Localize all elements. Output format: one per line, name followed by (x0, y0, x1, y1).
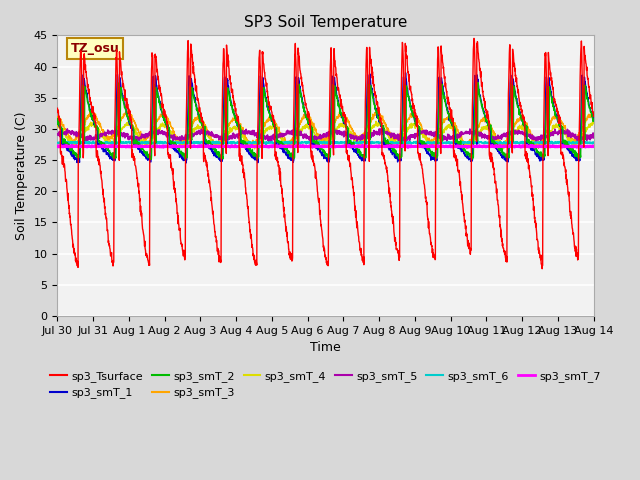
X-axis label: Time: Time (310, 341, 341, 354)
Title: SP3 Soil Temperature: SP3 Soil Temperature (244, 15, 407, 30)
Y-axis label: Soil Temperature (C): Soil Temperature (C) (15, 111, 28, 240)
Legend: sp3_Tsurface, sp3_smT_1, sp3_smT_2, sp3_smT_3, sp3_smT_4, sp3_smT_5, sp3_smT_6, : sp3_Tsurface, sp3_smT_1, sp3_smT_2, sp3_… (46, 367, 605, 403)
Text: TZ_osu: TZ_osu (71, 42, 120, 55)
